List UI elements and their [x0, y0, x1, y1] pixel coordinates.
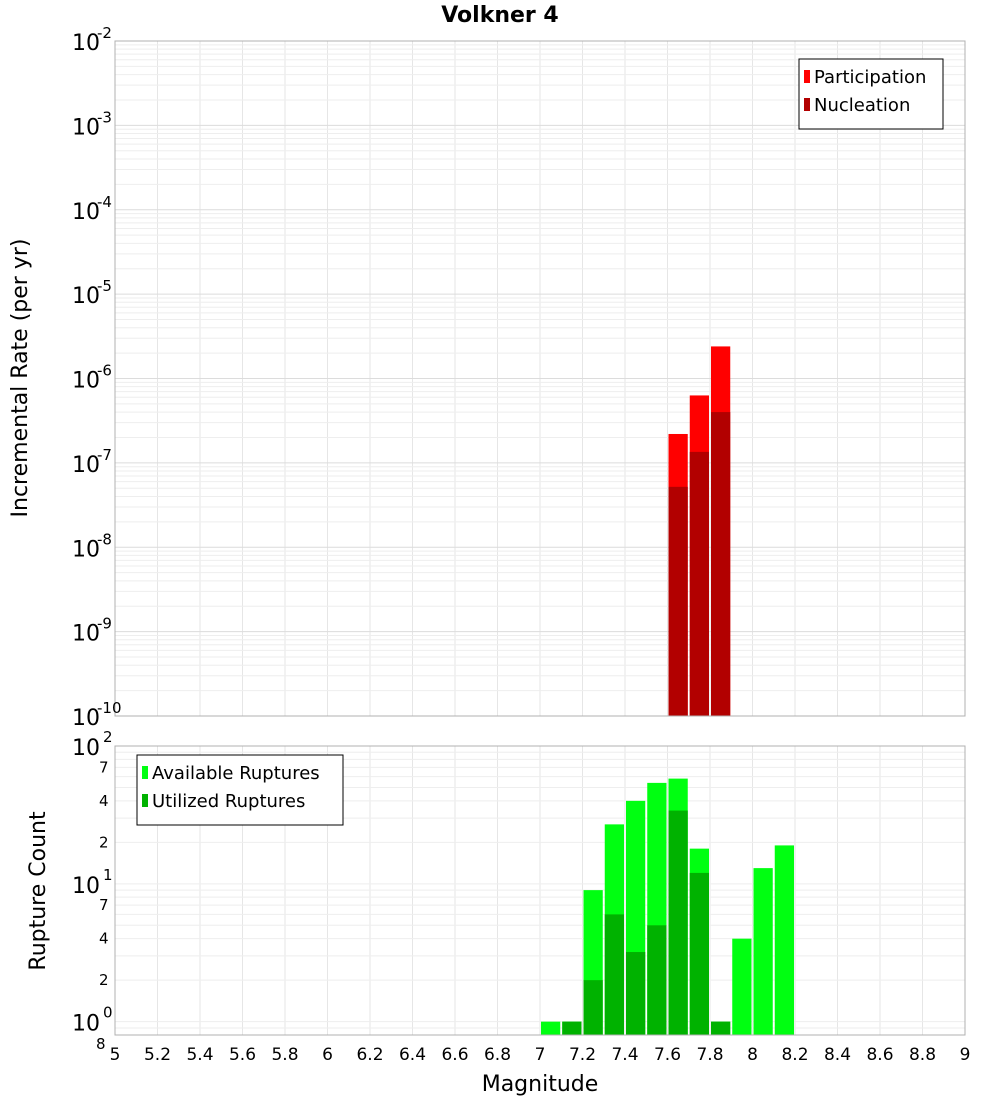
bottom-y-minor-tick-label: 7	[99, 896, 109, 914]
bottom-bar-utilized-ruptures	[626, 952, 646, 1035]
top-y-tick-label: 10	[72, 622, 100, 647]
legend-swatch	[804, 98, 810, 111]
x-tick-label: 8.2	[781, 1045, 808, 1065]
top-y-tick-label: 10	[72, 200, 100, 225]
top-y-tick-exponent: -7	[97, 446, 112, 464]
legend-label: Nucleation	[814, 95, 910, 116]
bottom-bars	[541, 778, 794, 1035]
top-grid	[114, 41, 966, 717]
bottom-y-minor-tick-label: 7	[99, 758, 109, 776]
bottom-y-tick-exponent: 2	[103, 728, 113, 746]
bottom-legend: Available Ruptures Utilized Ruptures	[136, 754, 344, 826]
x-tick-label: 7.4	[611, 1045, 638, 1065]
top-y-tick-label: 10	[72, 31, 100, 56]
bottom-bar-utilized-ruptures	[668, 810, 688, 1035]
bottom-y-tick-exponent: 0	[103, 1004, 113, 1022]
top-y-tick-label: 10	[72, 453, 100, 478]
bottom-y-axis-label: Rupture Count	[26, 811, 51, 971]
legend-box	[798, 58, 944, 130]
bottom-bar-available-ruptures	[541, 1021, 561, 1035]
bottom-y-tick-label: 10	[72, 736, 100, 761]
top-y-tick-label: 10	[72, 706, 100, 731]
x-tick-label: 7	[535, 1045, 546, 1065]
bottom-bar-utilized-ruptures	[604, 914, 624, 1035]
top-y-tick-exponent: -10	[97, 699, 122, 717]
legend-box	[136, 754, 344, 826]
bottom-y-tick-label: 10	[72, 874, 100, 899]
x-tick-label: 8.6	[866, 1045, 893, 1065]
legend-label: Available Ruptures	[152, 763, 320, 784]
x-tick-label: 7.8	[696, 1045, 723, 1065]
bottom-y-minor-tick-label: 4	[99, 792, 109, 810]
bottom-y-tick-exponent: 1	[103, 866, 113, 884]
x-tick-label: 5	[110, 1045, 121, 1065]
top-y-tick-exponent: -8	[97, 530, 112, 548]
top-bar-nucleation	[711, 412, 731, 716]
top-y-tick-exponent: -9	[97, 615, 112, 633]
x-tick-label: 7.6	[654, 1045, 681, 1065]
x-tick-label: 5.4	[186, 1045, 213, 1065]
legend-swatch	[142, 766, 148, 779]
bottom-y-tick-label: 10	[72, 1012, 100, 1037]
x-ticks: 5 5.2 5.4 5.6 5.8 6 6.2 6.4 6.6 6.8 7 7.2 7.4 7.6 7.8 8…	[110, 1045, 971, 1065]
bottom-bar-utilized-ruptures	[689, 872, 709, 1035]
bottom-y-minor-tick-label: 8	[96, 1035, 106, 1053]
legend-swatch	[142, 794, 148, 807]
x-tick-label: 6.8	[484, 1045, 511, 1065]
bottom-bar-available-ruptures	[774, 845, 794, 1035]
top-bars	[668, 346, 731, 716]
chart-title: Volkner 4	[441, 3, 559, 28]
x-tick-label: 6	[322, 1045, 333, 1065]
top-y-tick-label: 10	[72, 369, 100, 394]
x-tick-label: 5.6	[229, 1045, 256, 1065]
top-bar-nucleation	[668, 486, 688, 716]
top-y-tick-label: 10	[72, 537, 100, 562]
top-y-tick-label: 10	[72, 115, 100, 140]
x-tick-label: 5.8	[271, 1045, 298, 1065]
bottom-bar-available-ruptures	[753, 868, 773, 1035]
bottom-bar-utilized-ruptures	[562, 1021, 582, 1035]
legend-label: Utilized Ruptures	[152, 791, 305, 812]
bottom-y-minor-tick-label: 2	[99, 971, 109, 989]
bottom-bar-available-ruptures	[732, 938, 752, 1035]
top-y-tick-exponent: -3	[97, 108, 112, 126]
top-y-tick-exponent: -6	[97, 362, 112, 380]
bottom-bar-utilized-ruptures	[647, 925, 667, 1035]
top-legend: Participation Nucleation	[798, 58, 944, 130]
top-y-tick-exponent: -5	[97, 277, 112, 295]
x-tick-label: 6.4	[399, 1045, 426, 1065]
x-tick-label: 7.2	[569, 1045, 596, 1065]
top-y-tick-exponent: -4	[97, 193, 112, 211]
x-tick-label: 9	[960, 1045, 971, 1065]
top-plot-frame	[114, 40, 966, 717]
top-bar-nucleation	[689, 451, 709, 716]
bottom-y-minor-tick-label: 2	[99, 833, 109, 851]
x-tick-label: 8.8	[909, 1045, 936, 1065]
top-y-axis-label: Incremental Rate (per yr)	[8, 239, 33, 518]
x-tick-label: 5.2	[144, 1045, 171, 1065]
legend-swatch	[804, 70, 810, 83]
bottom-bar-utilized-ruptures	[583, 980, 603, 1035]
bottom-y-minor-tick-label: 4	[99, 930, 109, 948]
top-y-tick-exponent: -2	[97, 24, 112, 42]
bottom-plot-frame	[114, 745, 966, 1036]
x-tick-label: 8.4	[824, 1045, 851, 1065]
x-tick-label: 6.2	[356, 1045, 383, 1065]
legend-label: Participation	[814, 67, 926, 88]
top-y-tick-label: 10	[72, 284, 100, 309]
x-axis-label: Magnitude	[482, 1072, 599, 1097]
x-tick-label: 8	[747, 1045, 758, 1065]
x-tick-label: 6.6	[441, 1045, 468, 1065]
bottom-bar-utilized-ruptures	[711, 1021, 731, 1035]
